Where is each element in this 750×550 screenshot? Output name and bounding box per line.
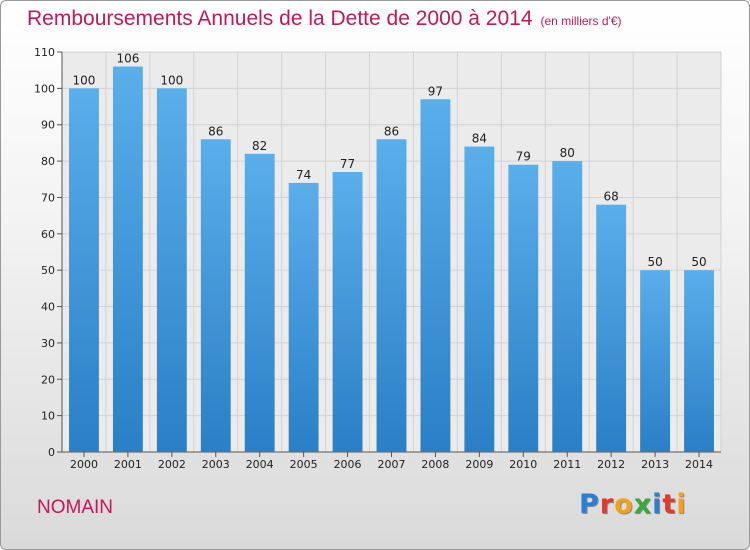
data-label-2014: 50 xyxy=(691,255,706,269)
data-label-2006: 77 xyxy=(340,157,355,171)
bar-2009 xyxy=(464,146,495,452)
bar-2008 xyxy=(420,99,451,452)
y-tick-label: 70 xyxy=(41,191,55,204)
x-tick-labels: 2000 2001 2002 2003 2004 2005 2006 2007 2008 2009… xyxy=(70,458,713,471)
y-tick-label: 80 xyxy=(41,155,55,168)
data-labels: 100 106 100 86 82 74 77 86 97 84 79 80 68 50 50 xyxy=(73,52,707,270)
data-label-2003: 86 xyxy=(208,124,223,138)
commune-name: NOMAIN xyxy=(37,497,113,518)
bar-2013 xyxy=(640,270,671,452)
data-label-2000: 100 xyxy=(73,73,96,87)
data-label-2001: 106 xyxy=(116,52,139,66)
x-tick-label-2003: 2003 xyxy=(202,458,230,471)
data-label-2005: 74 xyxy=(296,168,311,182)
logo-letter: P xyxy=(579,489,600,520)
logo-letter: x xyxy=(633,489,653,520)
data-label-2012: 68 xyxy=(604,190,619,204)
x-tick-label-2005: 2005 xyxy=(290,458,318,471)
data-label-2010: 79 xyxy=(516,150,531,164)
bar-2012 xyxy=(596,204,627,452)
x-tick-label-2000: 2000 xyxy=(70,458,98,471)
bar-2004 xyxy=(244,153,275,452)
chart-subtitle: (en milliers d'€) xyxy=(540,14,622,28)
data-label-2009: 84 xyxy=(472,132,487,146)
logo-letter: o xyxy=(614,489,634,520)
data-label-2002: 100 xyxy=(160,73,183,87)
data-label-2011: 80 xyxy=(560,146,575,160)
y-tick-labels: 0 10 20 30 40 50 60 70 80 90 100 110 xyxy=(34,46,55,459)
bar-2014 xyxy=(684,270,714,452)
x-tick-label-2011: 2011 xyxy=(553,458,581,471)
x-tick-label-2010: 2010 xyxy=(509,458,537,471)
bar-2007 xyxy=(376,139,407,453)
data-label-2004: 82 xyxy=(252,139,267,153)
x-tick-label-2001: 2001 xyxy=(114,458,142,471)
bar-2011 xyxy=(552,161,583,452)
bar-2002 xyxy=(156,88,187,452)
proxiti-logo: Proxiti xyxy=(579,489,687,520)
y-tick-label: 30 xyxy=(41,337,55,350)
y-tick-label: 100 xyxy=(34,82,55,95)
data-label-2008: 97 xyxy=(428,84,443,98)
x-tick-label-2002: 2002 xyxy=(158,458,186,471)
y-tick-label: 50 xyxy=(41,264,55,277)
y-tick-label: 40 xyxy=(41,301,55,314)
logo-letter: i xyxy=(652,489,663,520)
x-tick-label-2007: 2007 xyxy=(378,458,406,471)
data-label-2013: 50 xyxy=(647,255,662,269)
bar-2005 xyxy=(288,182,319,452)
bar-2000 xyxy=(69,88,99,452)
logo-letter: t xyxy=(662,489,677,520)
chart-title: Remboursements Annuels de la Dette de 20… xyxy=(27,7,622,31)
x-tick-label-2006: 2006 xyxy=(334,458,362,471)
x-tick-label-2004: 2004 xyxy=(246,458,274,471)
bar-2006 xyxy=(332,172,363,452)
logo-letter: r xyxy=(599,489,615,520)
y-tick-label: 20 xyxy=(41,373,55,386)
bar-2003 xyxy=(200,139,231,453)
x-tick-label-2008: 2008 xyxy=(421,458,449,471)
bar-2010 xyxy=(508,164,539,452)
data-label-2007: 86 xyxy=(384,124,399,138)
bar-2001 xyxy=(112,66,143,452)
x-tick-label-2013: 2013 xyxy=(641,458,669,471)
x-tick-label-2009: 2009 xyxy=(465,458,493,471)
y-tick-label: 90 xyxy=(41,119,55,132)
x-tick-label-2012: 2012 xyxy=(597,458,625,471)
x-tick-label-2014: 2014 xyxy=(685,458,713,471)
y-tick-label: 10 xyxy=(41,410,55,423)
logo-letter: i xyxy=(676,489,687,520)
y-tick-label: 0 xyxy=(48,446,55,459)
bars xyxy=(69,66,714,453)
chart-title-text: Remboursements Annuels de la Dette de 20… xyxy=(27,7,533,30)
y-tick-label: 110 xyxy=(34,46,55,59)
y-tick-label: 60 xyxy=(41,228,55,241)
